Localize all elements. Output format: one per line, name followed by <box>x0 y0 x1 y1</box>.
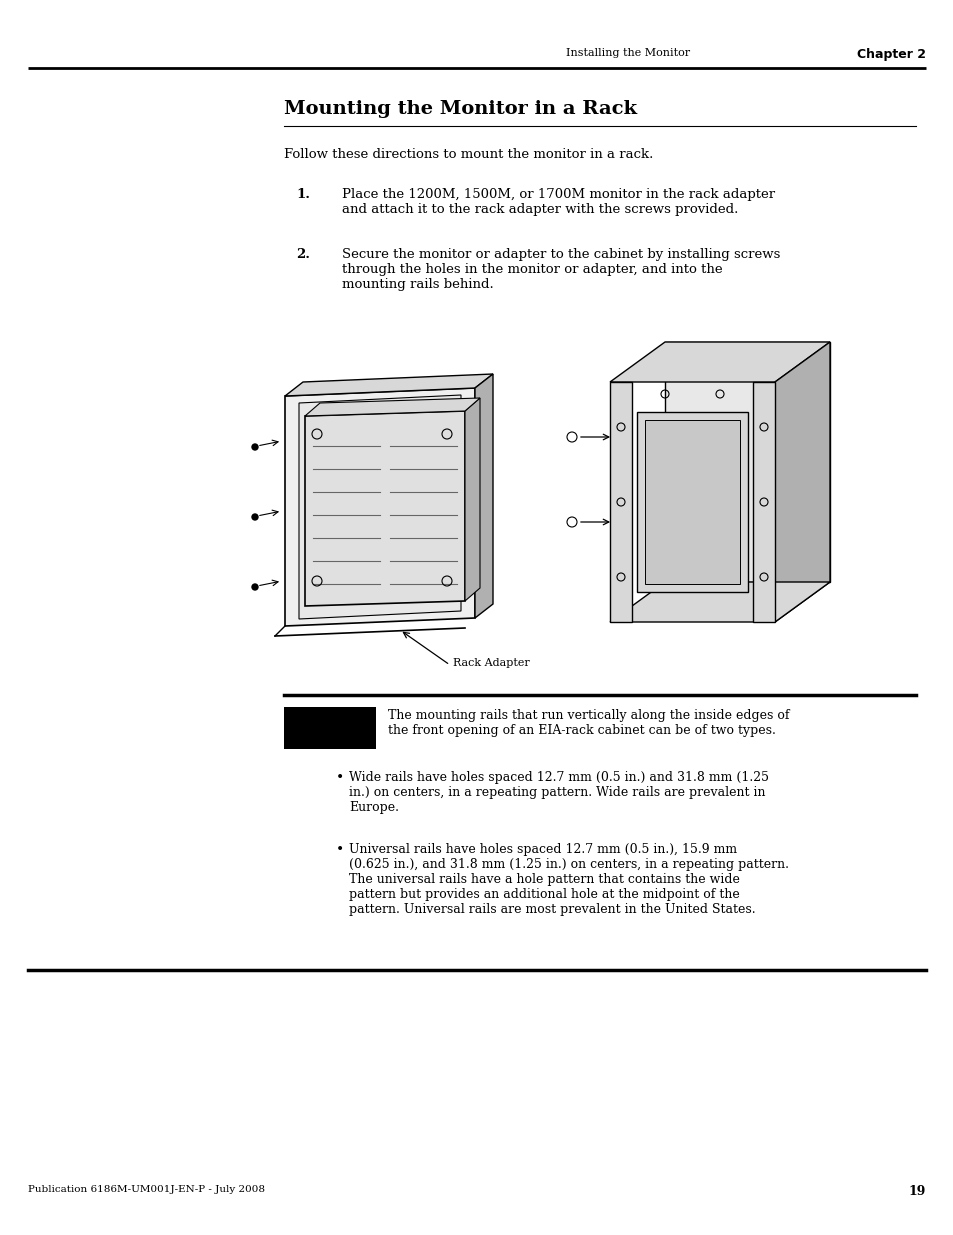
Polygon shape <box>285 388 475 626</box>
Polygon shape <box>285 374 493 396</box>
Polygon shape <box>774 342 829 622</box>
Text: Rack Adapter: Rack Adapter <box>453 658 529 668</box>
Bar <box>637 412 747 592</box>
Polygon shape <box>305 411 464 606</box>
Text: •: • <box>336 771 344 785</box>
Text: IMPORTANT: IMPORTANT <box>295 727 364 739</box>
Text: Installing the Monitor: Installing the Monitor <box>565 48 689 58</box>
Polygon shape <box>464 398 479 601</box>
Text: Follow these directions to mount the monitor in a rack.: Follow these directions to mount the mon… <box>284 148 653 161</box>
Text: Secure the monitor or adapter to the cabinet by installing screws
through the ho: Secure the monitor or adapter to the cab… <box>342 248 780 291</box>
Polygon shape <box>609 342 829 382</box>
Circle shape <box>252 514 257 520</box>
Polygon shape <box>298 395 460 619</box>
Text: Chapter 2: Chapter 2 <box>856 48 925 61</box>
Text: Publication 6186M-UM001J-EN-P - July 2008: Publication 6186M-UM001J-EN-P - July 200… <box>28 1186 265 1194</box>
Circle shape <box>252 445 257 450</box>
Polygon shape <box>664 342 829 582</box>
Text: Universal rails have holes spaced 12.7 mm (0.5 in.), 15.9 mm
(0.625 in.), and 31: Universal rails have holes spaced 12.7 m… <box>349 844 788 916</box>
Bar <box>644 420 740 584</box>
Bar <box>284 706 375 748</box>
Polygon shape <box>752 382 774 622</box>
Text: 2.: 2. <box>296 248 310 261</box>
Polygon shape <box>475 374 493 618</box>
Text: Place the 1200M, 1500M, or 1700M monitor in the rack adapter
and attach it to th: Place the 1200M, 1500M, or 1700M monitor… <box>342 188 775 216</box>
Text: •: • <box>336 844 344 857</box>
Polygon shape <box>305 398 479 416</box>
Polygon shape <box>609 382 631 622</box>
Text: Wide rails have holes spaced 12.7 mm (0.5 in.) and 31.8 mm (1.25
in.) on centers: Wide rails have holes spaced 12.7 mm (0.… <box>349 771 768 814</box>
Text: The mounting rails that run vertically along the inside edges of
the front openi: The mounting rails that run vertically a… <box>388 709 789 737</box>
Polygon shape <box>609 582 829 622</box>
Text: 19: 19 <box>907 1186 925 1198</box>
Text: 1.: 1. <box>296 188 310 201</box>
Circle shape <box>252 584 257 590</box>
Text: Mounting the Monitor in a Rack: Mounting the Monitor in a Rack <box>284 100 637 119</box>
